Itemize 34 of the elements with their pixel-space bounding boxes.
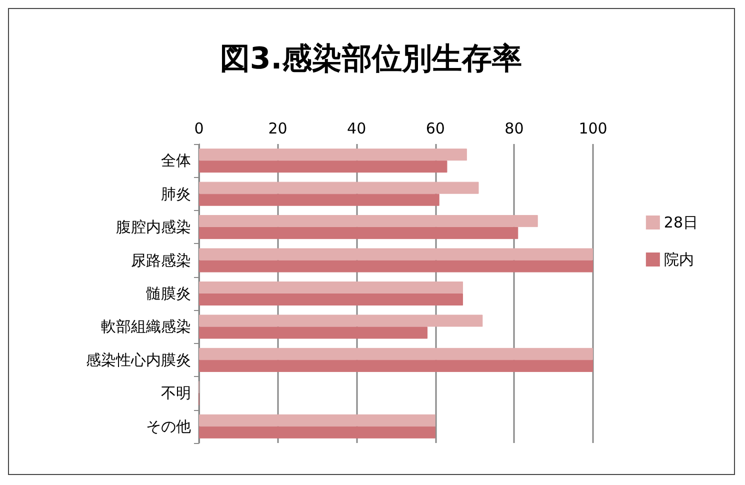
bar [199,160,448,173]
bar [199,215,538,228]
x-tick-label: 100 [578,120,608,138]
y-tick-label: 肺炎 [161,184,191,203]
bar [199,194,440,206]
bar [199,294,463,306]
bar [199,148,467,161]
x-tick-label: 20 [268,120,288,138]
legend-label: 院内 [664,250,694,268]
chart-title: 図3.感染部位別生存率 [220,42,522,76]
y-tick-label: 髄膜炎 [146,284,191,302]
y-tick-label: 軟部組織感染 [101,318,191,336]
bar [199,182,479,194]
y-tick-label: 腹腔内感染 [116,218,191,236]
bar [199,326,428,339]
legend-label: 28日 [664,214,698,232]
y-tick-label: 感染性心内膜炎 [86,350,191,369]
y-tick-label: 尿路感染 [131,251,191,270]
bar [199,282,463,294]
bar [199,260,593,272]
x-tick-label: 80 [504,120,524,138]
x-tick-label: 60 [426,120,445,138]
x-tick-label: 40 [347,120,366,138]
bar [199,426,436,438]
bar [199,348,593,360]
y-tick-label: その他 [146,417,191,436]
y-tick-label: 不明 [161,384,191,402]
x-tick-label: 0 [194,120,204,138]
y-tick-label: 全体 [161,152,191,170]
bar [199,360,593,372]
bar [199,314,483,327]
bar [199,248,593,260]
bar [199,414,436,426]
bar [199,227,518,240]
